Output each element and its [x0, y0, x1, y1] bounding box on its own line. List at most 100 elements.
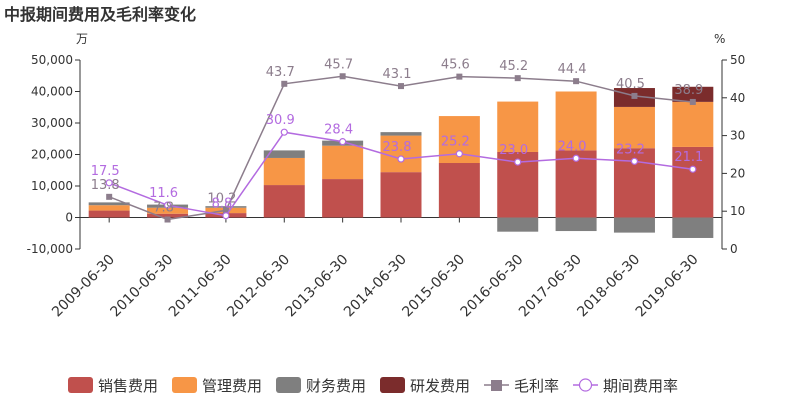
line-point: [105, 179, 113, 187]
left-tick-label: 0: [65, 211, 73, 225]
legend-label: 研发费用: [410, 377, 470, 395]
line-point: [689, 165, 697, 173]
line-point: [339, 73, 346, 80]
line-point: [163, 201, 172, 209]
bar-segment: [380, 132, 422, 136]
line-point: [514, 75, 521, 82]
bar-segment: [322, 179, 364, 218]
data-label: 25.2: [441, 135, 470, 150]
bar-segment: [147, 213, 189, 218]
bar-segment: [322, 145, 364, 180]
data-label: 13.8: [91, 178, 120, 193]
left-tick-label: 50,000: [31, 53, 73, 67]
bar-segment: [205, 206, 247, 208]
line-point: [689, 98, 696, 105]
right-tick-label: 40: [730, 91, 745, 105]
bar-segment: [613, 217, 655, 233]
legend-swatch: [276, 377, 301, 393]
left-axis-unit: 万: [76, 32, 88, 46]
bar-segment: [88, 202, 130, 206]
right-axis-unit: %: [714, 32, 725, 46]
legend-label: 期间费用率: [603, 377, 678, 395]
bar-segment: [672, 86, 714, 102]
legend-label: 财务费用: [306, 377, 366, 395]
bar-segment: [88, 205, 130, 211]
data-label: 43.7: [266, 65, 295, 80]
line-point: [164, 216, 171, 223]
legend-swatch: [172, 377, 197, 393]
line-point: [573, 78, 580, 85]
bar-segment: [613, 106, 655, 149]
data-label: 21.1: [674, 150, 703, 165]
bar-segment: [555, 217, 597, 232]
bar-segment: [88, 210, 130, 218]
legend-label: 毛利率: [514, 377, 559, 395]
data-label: 17.5: [91, 164, 120, 179]
line-point: [339, 138, 347, 146]
data-label: 23.2: [616, 142, 645, 157]
data-label: 8.8: [212, 197, 233, 212]
data-label: 44.4: [558, 62, 587, 77]
right-tick-label: 0: [730, 242, 738, 256]
bar-segment: [380, 172, 422, 218]
bar-segment: [263, 150, 305, 158]
line-point: [281, 80, 288, 87]
data-label: 43.1: [383, 67, 412, 82]
line-point: [222, 212, 230, 220]
bar-segment: [438, 163, 480, 218]
data-label: 7.8: [153, 201, 174, 216]
data-label: 45.2: [499, 59, 528, 74]
data-labels: 13.8 7.8 10.2 43.7 45.7 43.1 45.6 45.2 44.4 40.5 3…: [91, 57, 704, 215]
bar-segment: [555, 91, 597, 151]
data-label: 10.2: [207, 191, 236, 206]
bar-segment: [497, 101, 539, 152]
lines: [105, 73, 697, 223]
bar-segment: [672, 146, 714, 218]
data-label: 45.7: [324, 57, 353, 72]
bar-segment: [147, 207, 189, 214]
line-point: [398, 83, 404, 90]
legend-marker: [578, 378, 593, 392]
bar-segment: [263, 157, 305, 186]
data-label: 11.6: [149, 186, 178, 201]
legend-marker: [491, 380, 502, 391]
line-point: [514, 158, 522, 166]
left-tick-label: -10,000: [27, 242, 73, 256]
x-tick-label: 2019-06-30: [633, 252, 702, 321]
data-label: 30.9: [266, 113, 295, 128]
bar-segment: [380, 135, 422, 173]
data-label: 38.9: [674, 83, 703, 98]
right-tick-label: 30: [730, 129, 745, 143]
bar-segment: [497, 217, 539, 232]
data-label: 23.0: [499, 143, 528, 158]
left-tick-label: 30,000: [31, 116, 73, 130]
line-point: [456, 73, 463, 80]
left-tick-label: 10,000: [31, 179, 73, 193]
legend-label: 管理费用: [202, 377, 262, 395]
line-point: [280, 128, 288, 136]
bar-segment: [263, 185, 305, 218]
legend: 销售费用 管理费用 财务费用 研发费用 毛利率 期间费用率: [68, 377, 678, 395]
bar-segment: [672, 217, 714, 238]
right-tick-label: 50: [730, 53, 745, 67]
left-tick-label: 40,000: [31, 85, 73, 99]
data-label: 45.6: [441, 58, 470, 73]
line-point: [455, 150, 463, 158]
right-tick-label: 10: [730, 204, 745, 218]
legend-swatch: [380, 377, 405, 393]
data-label: 23.8: [383, 140, 412, 155]
line-point: [631, 92, 638, 99]
data-label: 24.0: [558, 139, 587, 154]
line-point: [397, 155, 405, 163]
left-tick-label: 20,000: [31, 148, 73, 162]
line-point: [572, 154, 580, 162]
legend-swatch: [68, 377, 93, 393]
line-point: [630, 157, 639, 165]
right-tick-label: 20: [730, 166, 745, 180]
bar-segment: [672, 101, 714, 147]
chart-title: 中报期间费用及毛利率变化: [4, 5, 196, 24]
line-point: [106, 193, 113, 200]
data-label: 40.5: [616, 77, 645, 92]
line-point: [222, 207, 229, 214]
